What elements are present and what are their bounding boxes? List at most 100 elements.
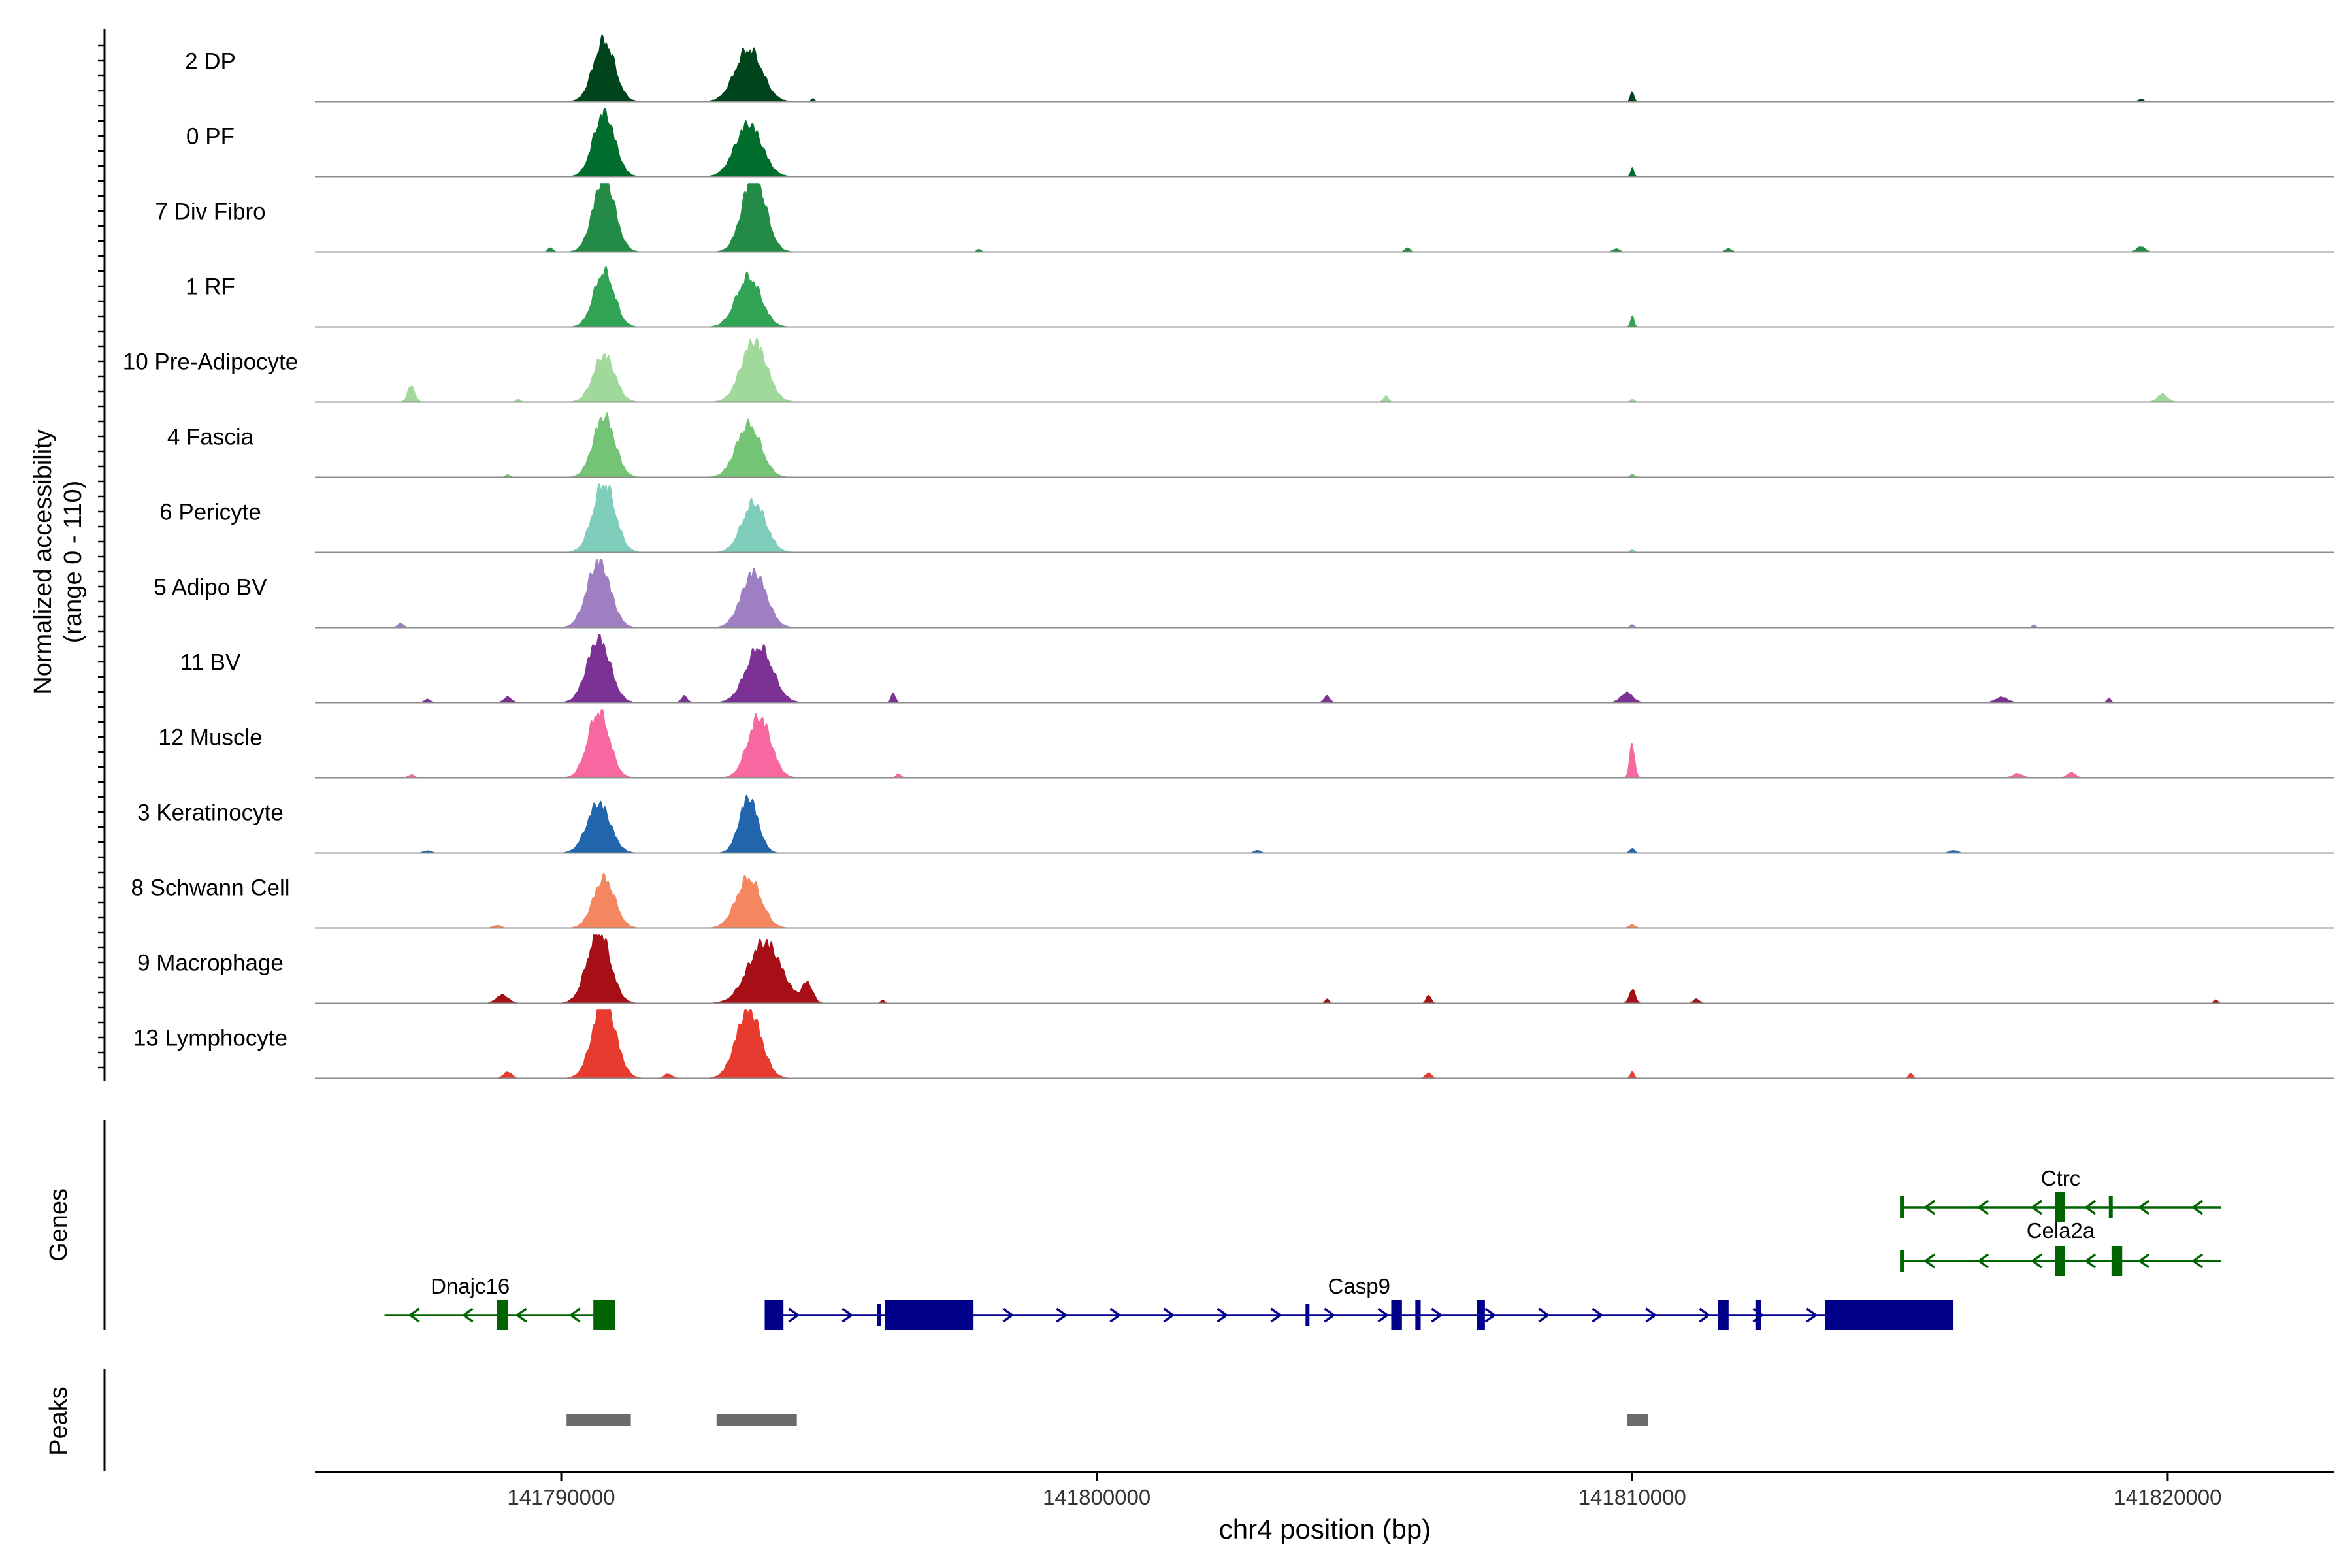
gene-ctrc: Ctrc — [1900, 1166, 2221, 1222]
exon-casp9 — [1305, 1304, 1310, 1326]
exon-cela2a — [2111, 1246, 2123, 1276]
track-label-10-pre-adipocyte: 10 Pre-Adipocyte — [123, 350, 298, 375]
track-label-9-macrophage: 9 Macrophage — [137, 951, 284, 976]
coverage-area-8-schwann-cell — [315, 872, 2334, 928]
strand-arrow-ctrc — [1977, 1200, 1989, 1215]
track-12-muscle: 12 Muscle — [158, 709, 2334, 779]
exon-ctrc — [1900, 1196, 1904, 1218]
coverage-area-5-adipo-bv — [315, 559, 2334, 628]
track-label-2-dp: 2 DP — [185, 49, 236, 74]
gene-dnajc16: Dnajc16 — [384, 1274, 615, 1330]
exon-dnajc16 — [593, 1300, 615, 1330]
x-axis-tick-label: 141820000 — [2114, 1485, 2221, 1509]
strand-arrow-casp9 — [1592, 1307, 1604, 1323]
strand-arrow-casp9 — [1056, 1307, 1068, 1323]
strand-arrow-casp9 — [1163, 1307, 1175, 1323]
exon-casp9 — [885, 1300, 974, 1330]
gene-cela2a: Cela2a — [1900, 1218, 2221, 1276]
strand-arrow-ctrc — [2031, 1200, 2043, 1215]
coverage-y-axis: Normalized accessibility (range 0 - 110) — [29, 29, 106, 1081]
track-label-8-schwann-cell: 8 Schwann Cell — [131, 875, 289, 901]
coverage-tracks: 2 DP 0 PF 7 Div Fibro 1 RF 10 Pre-Adipocyte 4… — [123, 34, 2334, 1079]
track-label-12-muscle: 12 Muscle — [158, 725, 263, 751]
strand-arrow-cela2a — [1977, 1253, 1989, 1269]
track-11-bv: 11 BV — [180, 634, 2334, 704]
coverage-area-11-bv — [315, 634, 2334, 703]
strand-arrow-ctrc — [2138, 1200, 2150, 1215]
strand-arrow-cela2a — [2084, 1253, 2097, 1269]
strand-arrow-casp9 — [1645, 1307, 1658, 1323]
strand-arrow-casp9 — [1377, 1307, 1390, 1323]
coverage-area-2-dp — [315, 34, 2334, 102]
strand-arrow-casp9 — [1484, 1307, 1497, 1323]
strand-arrow-ctrc — [1923, 1200, 1936, 1215]
track-label-4-fascia: 4 Fascia — [167, 425, 254, 450]
coverage-area-10-pre-adipocyte — [315, 338, 2334, 402]
track-label-3-keratinocyte: 3 Keratinocyte — [137, 800, 284, 826]
track-9-macrophage: 9 Macrophage — [137, 934, 2334, 1004]
gene-label-cela2a: Cela2a — [2027, 1218, 2095, 1243]
x-axis-tick-label: 141810000 — [1578, 1485, 1686, 1509]
coverage-y-label-line2: (range 0 - 110) — [59, 481, 87, 644]
peaks-track: Peaks — [45, 1369, 1648, 1471]
exon-casp9 — [1477, 1300, 1485, 1330]
gene-label-ctrc: Ctrc — [2041, 1166, 2081, 1190]
exon-casp9 — [1718, 1300, 1729, 1330]
coverage-y-label-line1: Normalized accessibility — [29, 429, 57, 694]
exon-casp9 — [1825, 1300, 1954, 1330]
strand-arrow-casp9 — [1431, 1307, 1443, 1323]
peak-region-1 — [566, 1414, 631, 1426]
peaks-y-label: Peaks — [45, 1386, 73, 1456]
strand-arrow-cela2a — [2138, 1253, 2150, 1269]
strand-arrow-casp9 — [1699, 1307, 1711, 1323]
coverage-area-1-rf — [315, 265, 2334, 327]
track-label-11-bv: 11 BV — [180, 650, 241, 676]
strand-arrow-casp9 — [1538, 1307, 1550, 1323]
strand-arrow-dnajc16 — [461, 1307, 474, 1323]
exon-casp9 — [764, 1300, 784, 1330]
strand-arrow-dnajc16 — [408, 1307, 420, 1323]
strand-arrow-casp9 — [1270, 1307, 1282, 1323]
exon-ctrc — [2108, 1196, 2113, 1218]
track-5-adipo-bv: 5 Adipo BV — [154, 559, 2334, 629]
x-axis-tick-label: 141790000 — [507, 1485, 615, 1509]
genes-track: Genes Ctrc Cela2a Dnajc16 Casp9 — [45, 1120, 2221, 1330]
coverage-area-9-macrophage — [315, 934, 2334, 1004]
x-axis: chr4 position (bp) 141790000 141800000 141… — [315, 1471, 2334, 1544]
strand-arrow-ctrc — [2191, 1200, 2204, 1215]
peak-region-2 — [716, 1414, 797, 1426]
gene-label-dnajc16: Dnajc16 — [431, 1274, 510, 1298]
coverage-area-12-muscle — [315, 709, 2334, 778]
strand-arrow-casp9 — [1109, 1307, 1122, 1323]
exon-casp9 — [1755, 1300, 1761, 1330]
track-10-pre-adipocyte: 10 Pre-Adipocyte — [123, 338, 2334, 403]
strand-arrow-cela2a — [2191, 1253, 2204, 1269]
strand-arrow-cela2a — [1923, 1253, 1936, 1269]
exon-casp9 — [1415, 1300, 1421, 1330]
track-label-0-pf: 0 PF — [186, 124, 235, 150]
strand-arrow-casp9 — [1002, 1307, 1015, 1323]
strand-arrow-dnajc16 — [568, 1307, 581, 1323]
track-7-div-fibro: 7 Div Fibro — [155, 183, 2334, 253]
track-label-7-div-fibro: 7 Div Fibro — [155, 199, 265, 225]
gene-casp9: Casp9 — [764, 1274, 1954, 1330]
gene-label-casp9: Casp9 — [1328, 1274, 1390, 1298]
coverage-area-4-fascia — [315, 412, 2334, 478]
coverage-area-7-div-fibro — [315, 183, 2334, 252]
exon-casp9 — [1391, 1300, 1402, 1330]
genes-y-label: Genes — [45, 1188, 73, 1262]
track-3-keratinocyte: 3 Keratinocyte — [137, 794, 2334, 854]
track-label-5-adipo-bv: 5 Adipo BV — [154, 575, 267, 600]
track-1-rf: 1 RF — [186, 265, 2334, 328]
x-axis-tick-label: 141800000 — [1043, 1485, 1151, 1509]
strand-arrow-dnajc16 — [515, 1307, 527, 1323]
track-label-1-rf: 1 RF — [186, 274, 235, 300]
coverage-area-13-lymphocyte — [315, 1009, 2334, 1079]
track-13-lymphocyte: 13 Lymphocyte — [133, 1009, 2334, 1079]
strand-arrow-casp9 — [1324, 1307, 1336, 1323]
exon-dnajc16 — [497, 1300, 508, 1330]
coverage-area-0-pf — [315, 108, 2334, 177]
track-4-fascia: 4 Fascia — [167, 412, 2334, 478]
track-6-pericyte: 6 Pericyte — [159, 483, 2334, 553]
